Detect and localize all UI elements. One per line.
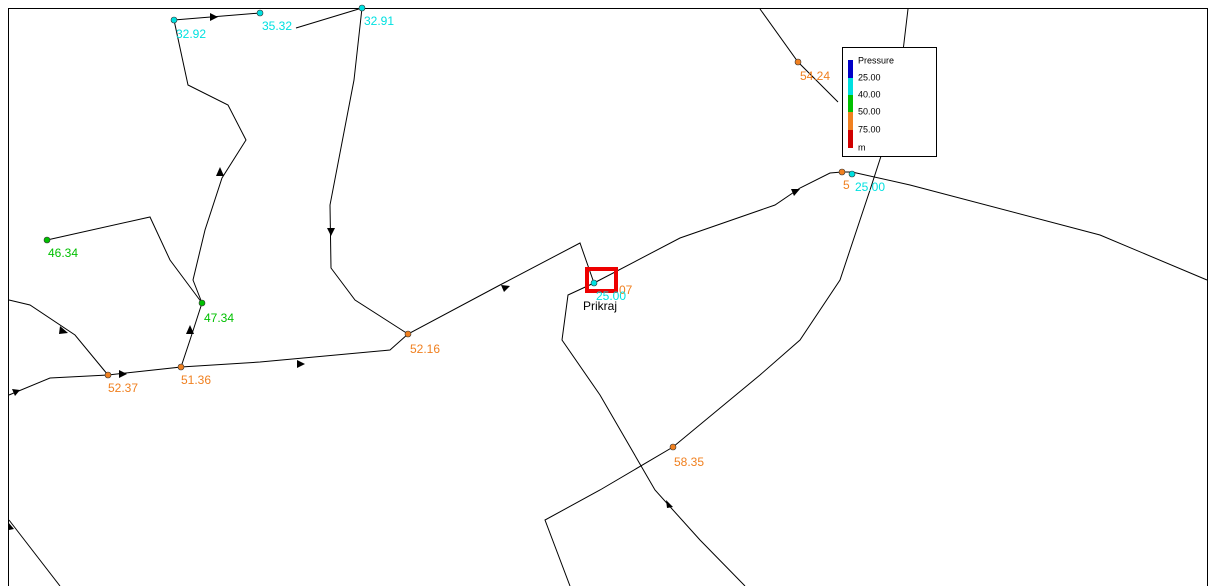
pressure-label: 58.35 [674,455,704,469]
legend-entry: 25.00 [858,72,881,82]
pipe [46,216,203,304]
junction [358,4,366,12]
junction [198,299,206,307]
arrow [216,167,224,176]
pipe [8,299,109,376]
arrow [210,13,218,21]
junction [43,236,51,244]
junction [404,330,412,338]
arrow [666,500,673,508]
pressure-label: 52.37 [108,381,138,395]
pressure-label: 5 [843,178,850,192]
legend-swatch [848,78,853,95]
legend-title: Pressure [858,55,894,65]
pressure-label: 07 [619,283,633,297]
pressure-label: 32.92 [176,27,206,41]
legend-box [842,47,937,157]
junction [104,371,112,379]
pipe [173,19,247,304]
arrow [12,389,20,396]
pressure-label: 46.34 [48,246,78,260]
pressure-label: 54.24 [800,69,830,83]
arrow [59,326,68,334]
junction [256,9,264,17]
legend-entry: 50.00 [858,106,881,116]
pressure-label: 25.00 [596,289,626,303]
junction [170,16,178,24]
junction [669,443,677,451]
legend-swatch [848,112,853,130]
pressure-label: 51.36 [181,373,211,387]
arrow [501,285,510,292]
legend-swatch [848,95,853,112]
arrow [297,360,305,368]
arrow [327,228,335,236]
site-label: Prikraj [583,299,617,313]
legend: Pressure 25.00 40.00 50.00 75.00 m [842,47,937,157]
pressure-label: 47.34 [204,311,234,325]
junction [794,58,802,66]
pressure-label: 32.91 [364,14,394,28]
arrow [119,370,127,378]
junction [848,170,856,178]
legend-swatch [848,60,853,78]
pipe [329,7,409,335]
arrow [8,522,14,530]
junction [590,279,598,287]
arrow [791,189,800,196]
pressure-label: 35.32 [262,19,292,33]
junction [838,168,846,176]
pressure-label: 52.16 [410,342,440,356]
legend-entry: 40.00 [858,89,881,99]
pipe [593,171,1208,284]
pipe [561,282,746,586]
map-frame [8,8,1208,586]
legend-unit: m [858,142,866,152]
junction [177,363,185,371]
arrow [186,325,194,334]
pipe [295,7,363,29]
pipe [8,519,61,586]
flow-arrows [8,13,800,530]
legend-entry: 75.00 [858,124,881,134]
pressure-label: 25.00 [855,180,885,194]
legend-swatch [848,130,853,148]
selection-box [585,267,618,293]
